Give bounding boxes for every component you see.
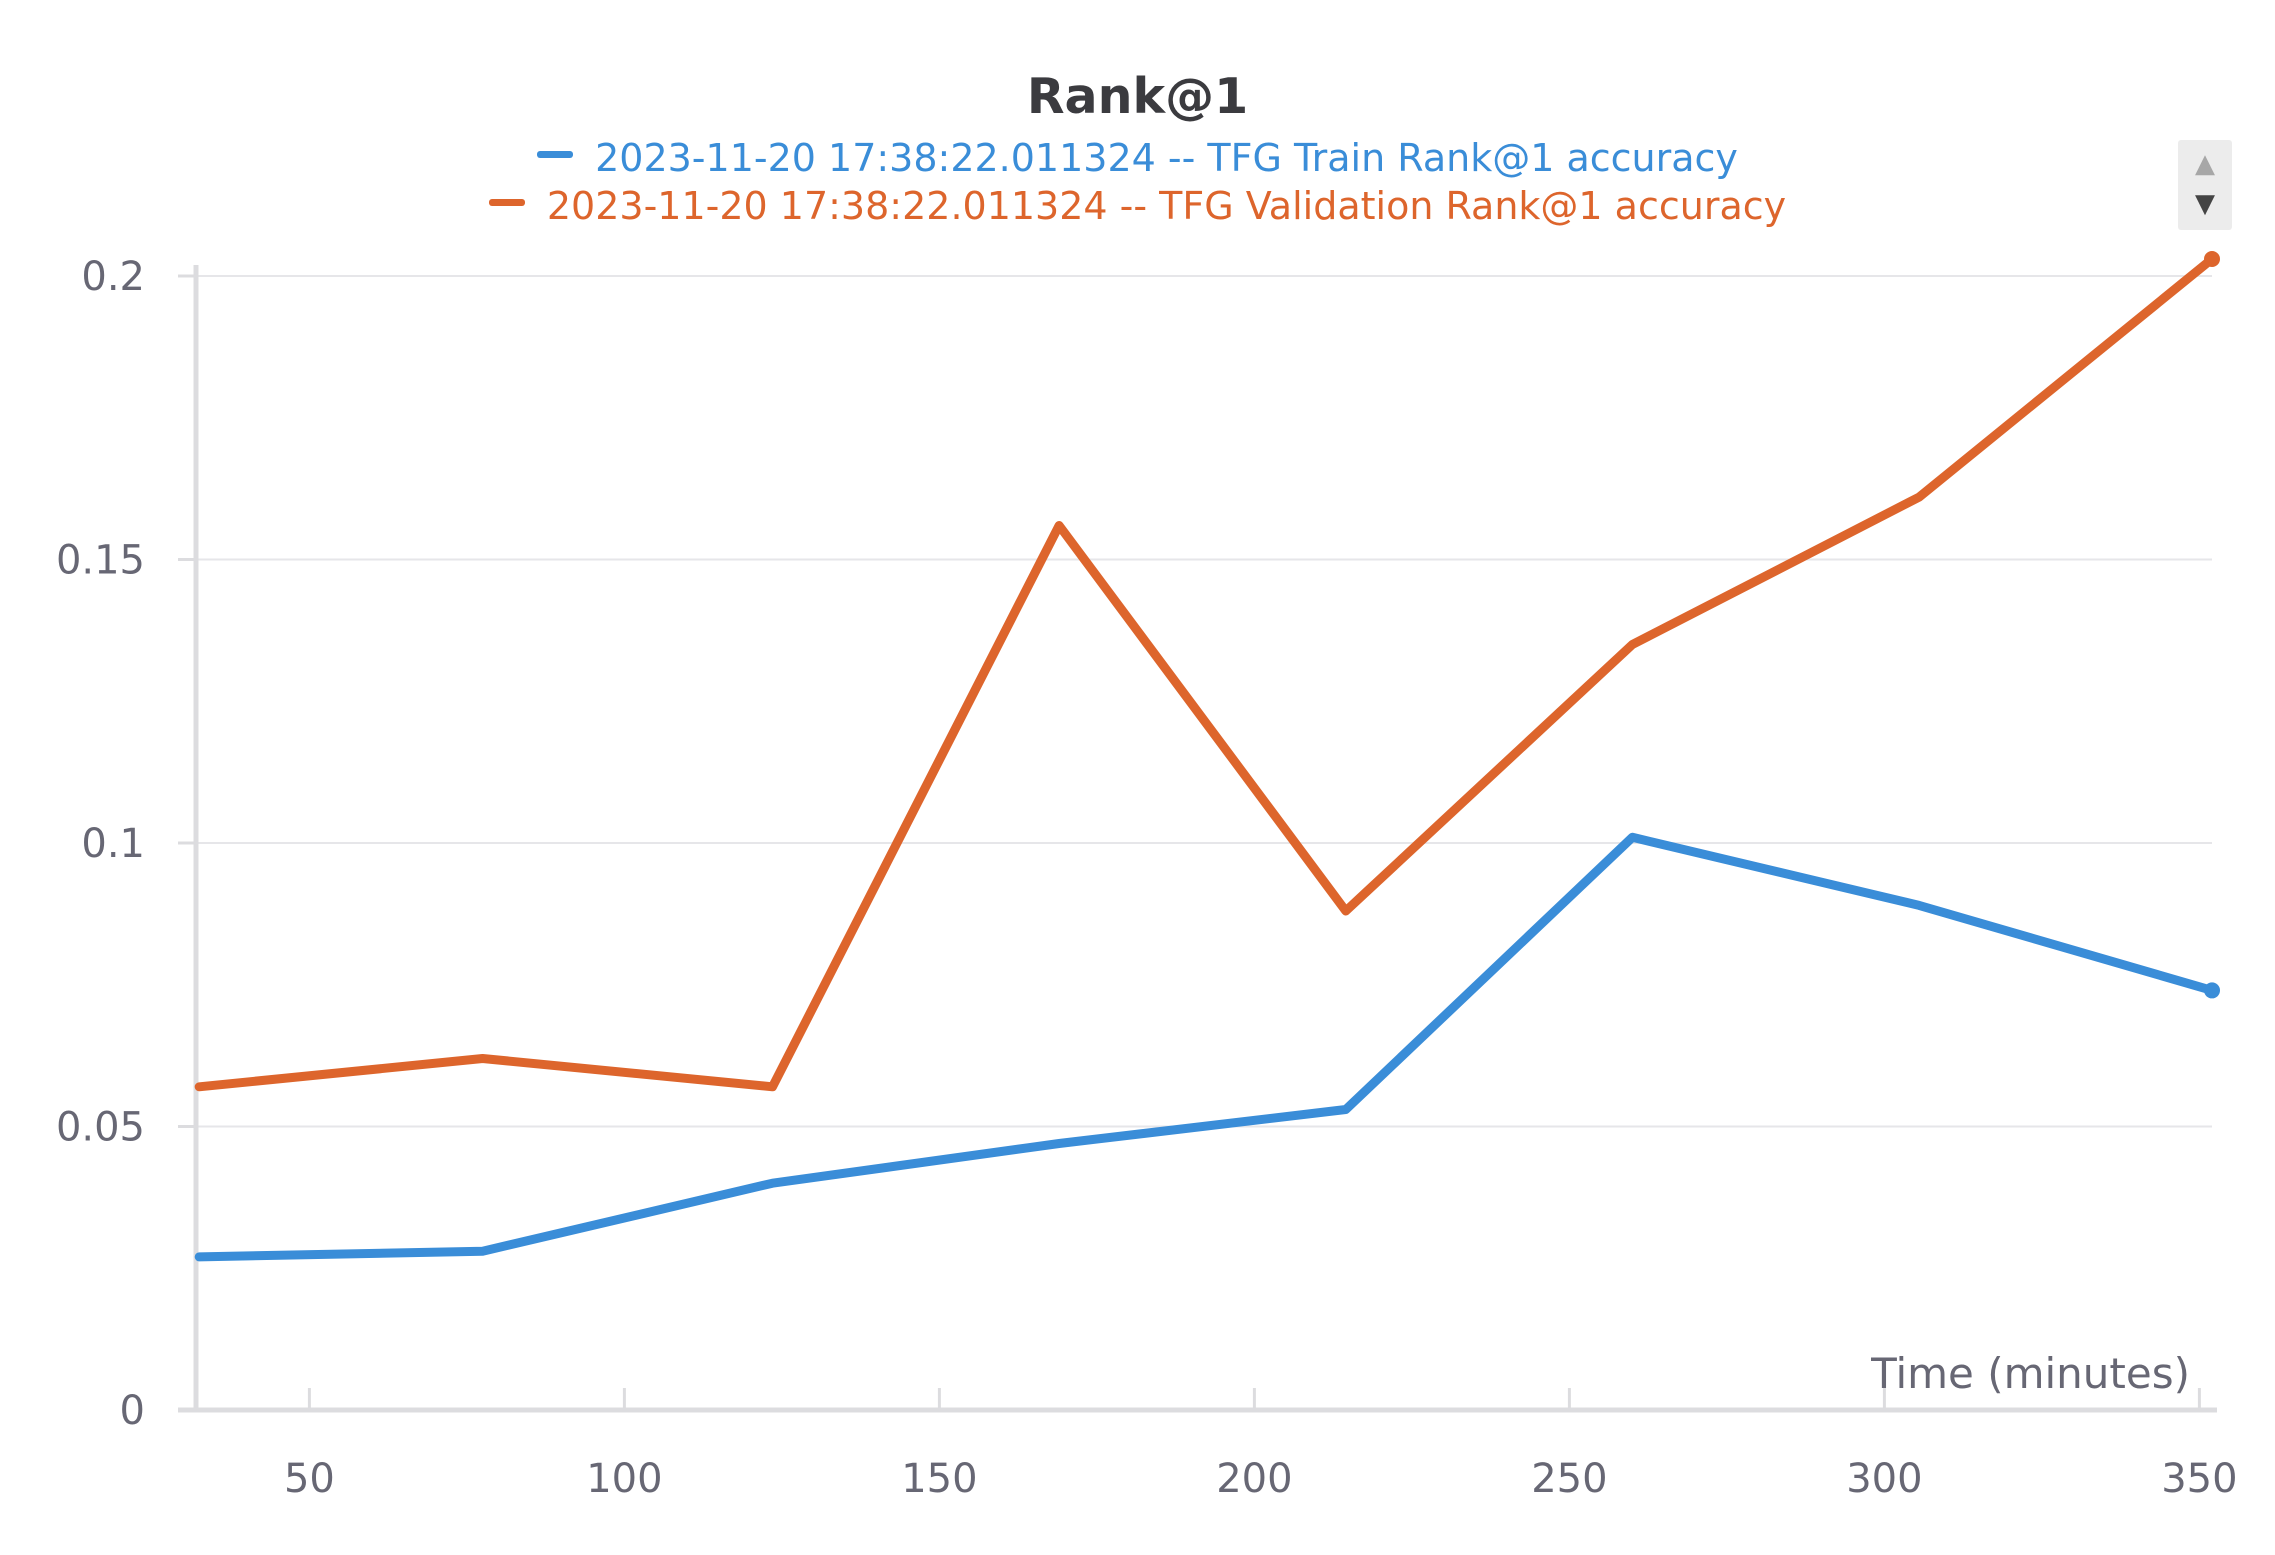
series-line-validation — [194, 254, 2217, 1092]
y-tick-label: 0.05 — [56, 1105, 145, 1151]
triangle-up-icon[interactable]: ▲ — [2195, 149, 2215, 179]
x-tick-label: 150 — [901, 1456, 977, 1502]
legend-item-validation[interactable]: 2023-11-20 17:38:22.011324 -- TFG Valida… — [0, 184, 2275, 228]
y-tick-label: 0.15 — [56, 538, 145, 584]
series-end-point-train — [2204, 982, 2220, 999]
series-line-train — [194, 832, 2217, 1262]
legend-item-train[interactable]: 2023-11-20 17:38:22.011324 -- TFG Train … — [0, 136, 2275, 180]
y-tick-label: 0.2 — [81, 254, 145, 300]
series-end-point-validation — [2204, 250, 2220, 267]
triangle-down-icon[interactable]: ▼ — [2195, 189, 2215, 219]
legend-label-validation: 2023-11-20 17:38:22.011324 -- TFG Valida… — [546, 184, 1787, 228]
x-tick-label: 300 — [1846, 1456, 1922, 1502]
x-tick-label: 50 — [284, 1456, 335, 1502]
x-axis-title: Time (minutes) — [1870, 1349, 2190, 1398]
y-tick-label: 0 — [120, 1388, 145, 1434]
legend-label-train: 2023-11-20 17:38:22.011324 -- TFG Train … — [595, 136, 1738, 180]
chart-title: Rank@1 — [1026, 68, 1249, 125]
legend-pager: ▲ ▼ — [2178, 140, 2232, 230]
legend-swatch-train — [537, 151, 574, 158]
legend-swatch-validation — [488, 199, 525, 206]
x-tick-label: 250 — [1531, 1456, 1607, 1502]
y-tick-label: 0.1 — [81, 821, 145, 867]
x-tick-label: 100 — [586, 1456, 662, 1502]
x-tick-label: 350 — [2161, 1456, 2237, 1502]
x-tick-label: 200 — [1216, 1456, 1292, 1502]
